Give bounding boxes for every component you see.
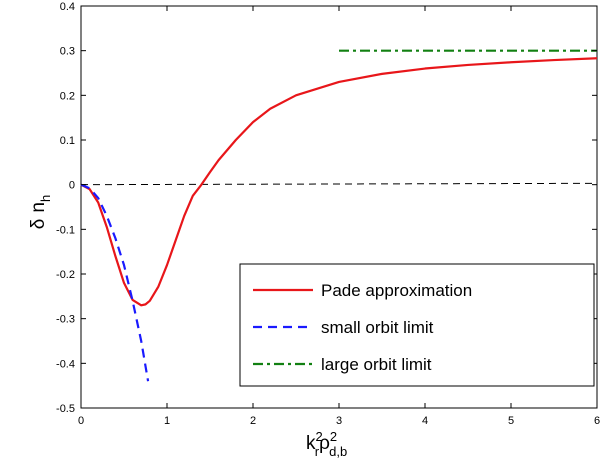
- legend-box: [239, 263, 595, 387]
- x-axis-label-k-sub: r: [315, 444, 320, 459]
- x-tick-label: 6: [594, 415, 600, 427]
- series-pade-approximation: [80, 57, 598, 307]
- y-tick-label: -0.3: [56, 314, 75, 326]
- x-axis-label-rho: ρ: [319, 433, 330, 454]
- x-tick-label: 0: [78, 415, 84, 427]
- y-axis-label-n: n: [28, 202, 49, 213]
- x-tick-label: 1: [164, 415, 170, 427]
- x-tick-label: 2: [250, 415, 256, 427]
- legend-label-small-orbit: small orbit limit: [321, 318, 434, 337]
- legend-label-pade: Pade approximation: [321, 281, 472, 300]
- y-axis-label: δnh: [28, 195, 53, 229]
- x-axis-label: k2 rρ2 d,b: [306, 429, 347, 459]
- y-axis-label-h: h: [38, 195, 53, 202]
- x-tick-label: 4: [422, 415, 428, 427]
- y-tick-label: -0.1: [56, 224, 75, 236]
- x-axis-label-k-sup: 2: [316, 429, 323, 444]
- x-tick-label: 3: [336, 415, 342, 427]
- y-tick-label: 0.4: [60, 1, 75, 13]
- y-tick-label: 0: [69, 180, 75, 192]
- y-tick-label: 0.1: [60, 135, 75, 147]
- y-tick-label: -0.5: [56, 403, 75, 415]
- series-layer: [80, 49, 598, 382]
- series-small-orbit-limit: [80, 183, 150, 382]
- x-tick-label: 5: [508, 415, 514, 427]
- y-tick-label: -0.4: [56, 358, 75, 370]
- y-tick-label: 0.3: [60, 46, 75, 58]
- legend-label-large-orbit: large orbit limit: [321, 355, 432, 374]
- x-axis-label-rho-sup: 2: [330, 429, 337, 444]
- y-tick-label: 0.2: [60, 90, 75, 102]
- y-tick-label: -0.2: [56, 269, 75, 281]
- y-axis-label-delta: δ: [28, 219, 49, 230]
- ticks-layer: 0 1 2 3 4 5 6 -0.5 -0.4 -0.3 -0.2 -0.1 0 0.1 0.2 0.3 0.4: [56, 1, 600, 427]
- legend: Pade approximation small orbit limit lar…: [239, 263, 595, 387]
- x-axis-label-k: k: [306, 433, 316, 454]
- x-axis-label-rho-sub: d,b: [329, 444, 347, 459]
- series-zero-reference: [80, 182, 598, 186]
